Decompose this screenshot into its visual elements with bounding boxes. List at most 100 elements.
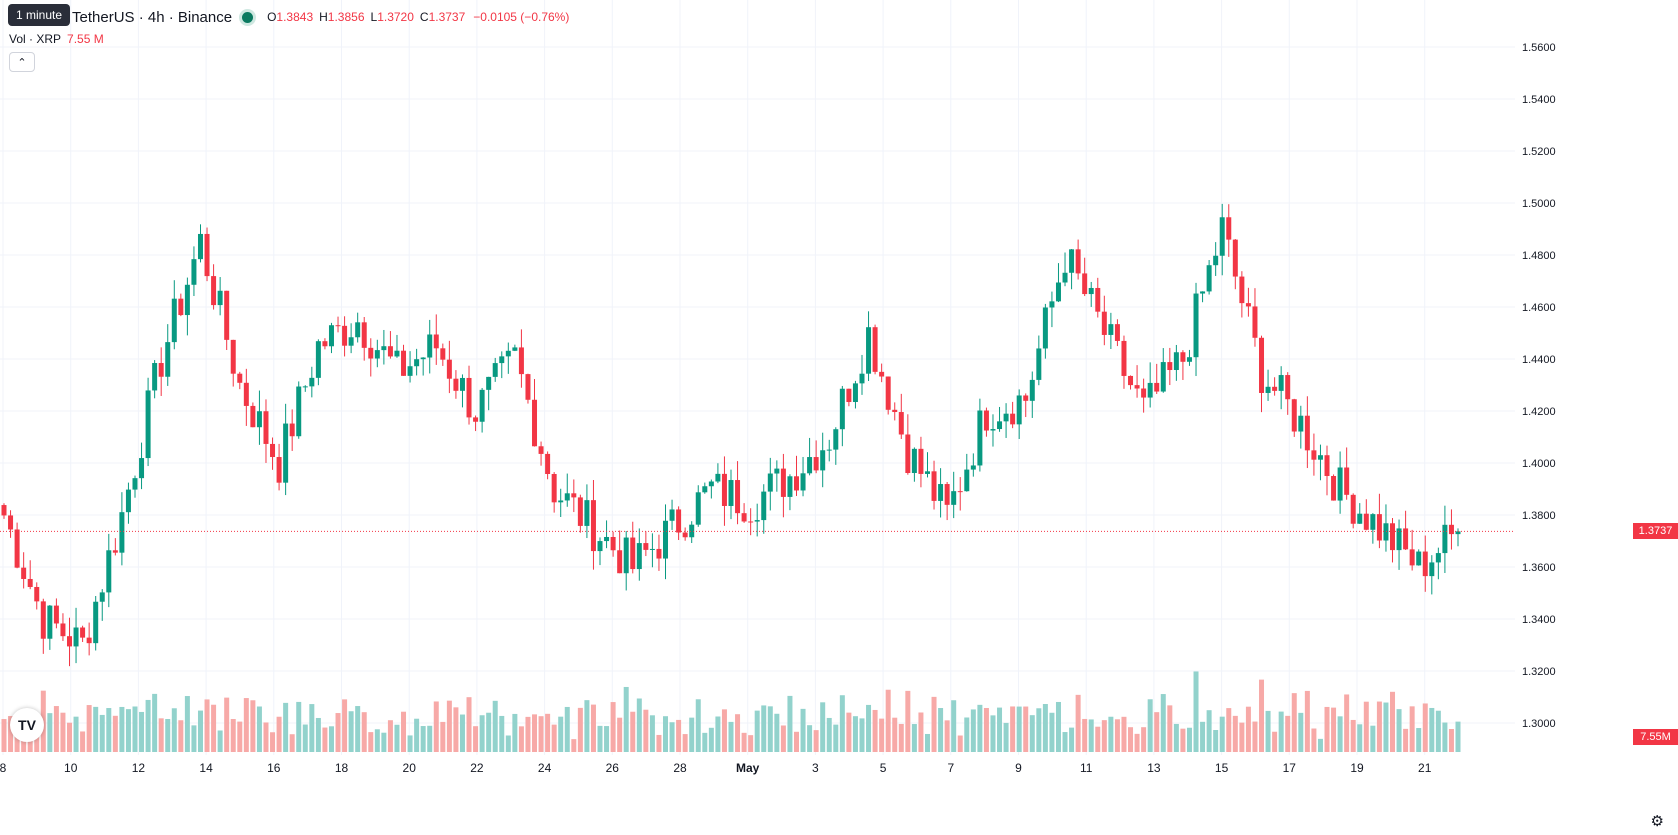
candle-body <box>237 373 243 383</box>
volume-bar <box>315 717 321 752</box>
candle-body <box>944 484 950 505</box>
candle-body <box>1350 494 1356 524</box>
volume-bar <box>414 718 420 752</box>
volume-bar <box>1285 715 1291 752</box>
candle-body <box>682 532 688 538</box>
candle-body <box>165 342 171 377</box>
volume-bar <box>492 700 498 752</box>
candle-body <box>1304 415 1310 451</box>
volume-bar <box>577 707 583 752</box>
volume-bar <box>479 715 485 752</box>
volume-bar <box>1376 701 1382 752</box>
candle-body <box>1324 455 1330 476</box>
candle-body <box>1075 249 1081 274</box>
price-tick-label: 1.4800 <box>1522 250 1556 262</box>
candle-body <box>1003 413 1009 422</box>
interval-tooltip: 1 minute <box>8 4 71 26</box>
volume-label: Vol · XRP <box>9 32 62 46</box>
volume-bar <box>1134 733 1140 752</box>
volume-bar <box>793 731 799 752</box>
volume-bar <box>682 734 688 752</box>
candle-body <box>1023 395 1029 401</box>
candle-body <box>610 536 616 551</box>
candle-body <box>951 491 957 505</box>
price-tick-label: 1.3200 <box>1522 666 1556 678</box>
ohlc-open-value: 1.3843 <box>276 10 314 24</box>
volume-legend: Vol · XRP 7.55 M <box>9 32 104 46</box>
volume-bar <box>1160 694 1166 752</box>
volume-bar <box>296 701 302 752</box>
gear-icon[interactable]: ⚙ <box>1650 813 1664 830</box>
volume-bars <box>1 671 1461 752</box>
candle-body <box>1383 523 1389 541</box>
volume-bar <box>1206 710 1212 752</box>
volume-bar <box>545 713 551 752</box>
candle-body <box>767 473 773 492</box>
volume-bar <box>584 700 590 752</box>
volume-bar <box>590 704 596 752</box>
candle-body <box>328 325 334 347</box>
candle-body <box>53 605 59 624</box>
candle-body <box>1337 467 1343 501</box>
candle-body <box>1180 352 1186 362</box>
last-price-tag: 1.3737 <box>1633 523 1678 540</box>
volume-bar <box>1069 727 1075 752</box>
time-axis[interactable]: 8 10 12 14 16 18 20 22 24 26 28 May 3 5 7 9 11 13 15 17 19 21 <box>0 761 1432 775</box>
volume-bar <box>427 725 433 752</box>
candle-body <box>112 550 118 553</box>
volume-bar <box>643 709 649 752</box>
volume-bar <box>741 732 747 752</box>
volume-bar <box>355 706 361 752</box>
candle-body <box>414 359 420 367</box>
volume-bar <box>171 708 177 752</box>
time-tick-label: 24 <box>538 761 552 775</box>
candle-body <box>545 453 551 475</box>
candle-body <box>302 386 308 388</box>
candle-body <box>1245 303 1251 307</box>
volume-bar <box>1448 728 1454 752</box>
volume-bar <box>1193 671 1199 752</box>
volume-bar <box>34 732 40 752</box>
volume-bar <box>1370 725 1376 752</box>
time-tick-label: 3 <box>812 761 819 775</box>
volume-bar <box>800 708 806 752</box>
candle-body <box>1422 551 1428 577</box>
price-axis[interactable]: 1.3000 1.3200 1.3400 1.3600 1.3800 1.4000 1.42… <box>1522 42 1556 730</box>
price-tick-label: 1.4000 <box>1522 458 1556 470</box>
candle-body <box>983 410 989 431</box>
volume-bar <box>230 719 236 752</box>
candle-body <box>931 471 937 501</box>
chart-grid <box>0 0 1515 755</box>
tradingview-logo-icon[interactable]: TV <box>10 708 44 742</box>
volume-bar <box>990 715 996 752</box>
volume-bar <box>715 716 721 752</box>
candle-body <box>905 434 911 474</box>
candle-body <box>1016 395 1022 425</box>
candle-body <box>348 337 354 346</box>
candle-body <box>754 520 760 522</box>
last-volume-tag: 7.55M <box>1633 729 1678 745</box>
volume-bar <box>99 714 105 752</box>
candle-body <box>964 469 970 492</box>
volume-bar <box>1435 710 1441 752</box>
candle-body <box>721 473 727 506</box>
candle-body <box>335 325 341 327</box>
candle-body <box>407 366 413 376</box>
candle-body <box>1311 450 1317 460</box>
candle-body <box>558 500 564 503</box>
candle-body <box>924 471 930 474</box>
volume-bar <box>270 732 276 752</box>
volume-bar <box>754 710 760 752</box>
candle-body <box>276 457 282 483</box>
candle-body <box>1219 217 1225 256</box>
candle-body <box>479 389 485 422</box>
volume-bar <box>1317 738 1323 752</box>
volume-bar <box>1383 702 1389 752</box>
candle-body <box>584 500 590 526</box>
candle-body <box>401 350 407 376</box>
volume-bar <box>918 712 924 752</box>
chevron-up-icon[interactable]: ⌃ <box>9 52 35 72</box>
volume-bar <box>80 731 86 752</box>
symbol-title[interactable]: TetherUS · 4h · Binance <box>72 8 233 26</box>
